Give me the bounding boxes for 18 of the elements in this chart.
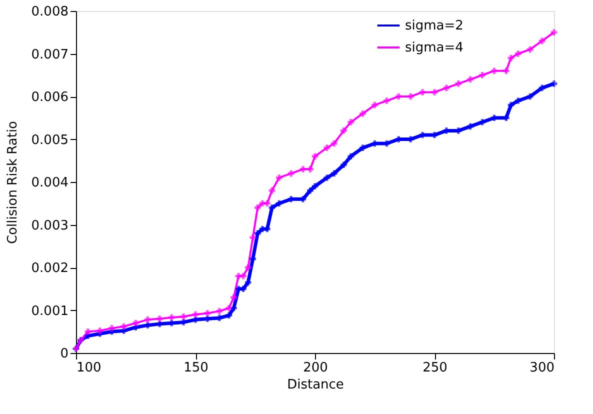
y-tick-label: 0.008 — [31, 4, 68, 20]
x-axis-title: Distance — [287, 378, 344, 392]
x-tick-label: 150 — [184, 360, 208, 376]
y-tick-label: 0 — [60, 346, 68, 362]
legend-label: sigma=2 — [405, 18, 464, 34]
y-tick-label: 0.005 — [31, 132, 68, 148]
legend-label: sigma=4 — [405, 40, 464, 56]
y-tick-label: 0.006 — [31, 90, 68, 105]
y-tick-label: 0.002 — [31, 261, 68, 276]
x-tick-label: 200 — [303, 360, 328, 376]
x-tick-label: 100 — [76, 360, 102, 376]
y-axis-title: Collision Risk Ratio — [5, 120, 20, 244]
y-tick-label: 0.007 — [31, 47, 68, 62]
y-tick-label: 0.001 — [31, 304, 68, 319]
y-tick-label: 0.004 — [31, 176, 68, 190]
y-tick-label: 0.003 — [31, 218, 68, 234]
x-tick-label: 300 — [530, 360, 554, 376]
x-tick-label: 250 — [422, 360, 448, 376]
